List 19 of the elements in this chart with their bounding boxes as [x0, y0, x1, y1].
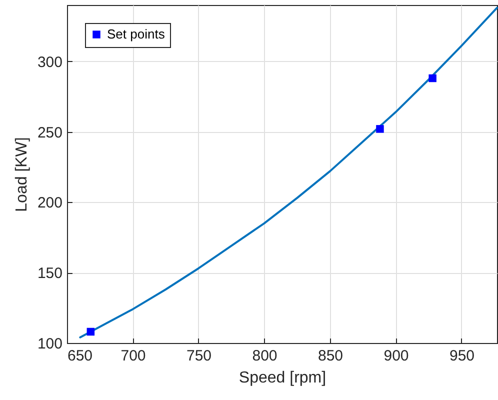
- line-series: [79, 6, 498, 338]
- y-tick-label: 250: [37, 124, 62, 142]
- x-tick-label: 800: [252, 348, 278, 364]
- y-tick-label: 100: [37, 336, 62, 352]
- point: [86, 328, 95, 336]
- point: [428, 74, 436, 82]
- x-tick-label: 850: [318, 348, 344, 364]
- y-tick-label: 300: [37, 54, 62, 71]
- y-tick-label: 150: [37, 265, 62, 282]
- x-tick-label: 950: [449, 348, 475, 364]
- y-tick-label: 200: [37, 194, 62, 212]
- x-tick-label: 650: [68, 348, 93, 364]
- x-tick-label: 750: [186, 348, 212, 364]
- point: [376, 125, 384, 133]
- y-axis-title: Load [KW]: [13, 137, 30, 212]
- x-tick-label: 700: [120, 348, 146, 364]
- x-axis-title: Speed [rpm]: [238, 370, 326, 386]
- x-tick-label: 900: [384, 348, 409, 364]
- legend-label: Set points: [107, 26, 166, 42]
